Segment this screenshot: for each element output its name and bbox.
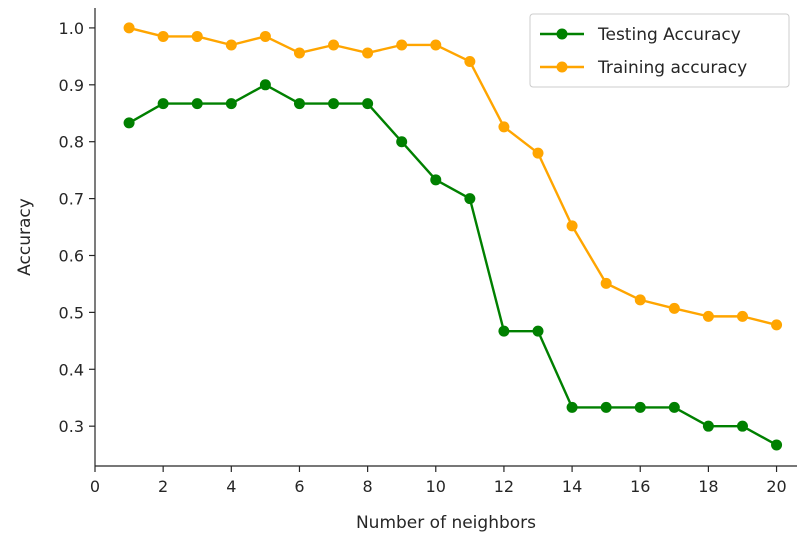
data-point (157, 98, 169, 110)
y-tick-label: 0.8 (59, 133, 84, 152)
data-point (702, 420, 714, 432)
data-point (396, 136, 408, 148)
legend-swatch-marker (556, 61, 568, 73)
series-line (128, 26, 777, 327)
series-line (128, 83, 778, 447)
plot-area (123, 22, 783, 451)
data-point (225, 98, 237, 110)
y-tick-label: 1.0 (59, 19, 84, 38)
x-tick-label: 10 (426, 477, 446, 496)
y-tick-label: 0.4 (59, 360, 84, 379)
x-tick-label: 8 (363, 477, 373, 496)
y-ticks: 0.3 0.4 0.5 0.6 0.7 0.8 0.9 1.0 (59, 19, 95, 436)
data-point (771, 319, 783, 331)
x-tick-label: 2 (158, 477, 168, 496)
data-point (702, 310, 714, 322)
y-tick-label: 0.7 (59, 190, 84, 209)
data-point (259, 30, 271, 42)
x-tick-label: 18 (698, 477, 718, 496)
data-point (157, 30, 169, 42)
series-training (123, 22, 783, 331)
x-tick-label: 0 (90, 477, 100, 496)
x-tick-label: 12 (494, 477, 514, 496)
y-tick-label: 0.3 (59, 417, 84, 436)
data-point (123, 22, 135, 34)
data-point (532, 147, 544, 159)
legend-label: Testing Accuracy (597, 25, 741, 45)
data-point (328, 98, 340, 110)
data-point (600, 401, 612, 413)
data-point (430, 174, 442, 186)
legend-label: Training accuracy (597, 58, 747, 78)
legend-swatch-marker (556, 28, 568, 40)
series-testing (123, 79, 783, 451)
data-point (771, 439, 783, 451)
x-tick-label: 16 (630, 477, 650, 496)
y-tick-label: 0.9 (59, 76, 84, 95)
x-axis-label: Number of neighbors (356, 513, 536, 533)
y-axis-label: Accuracy (15, 198, 35, 276)
data-point (566, 401, 578, 413)
x-tick-label: 14 (562, 477, 582, 496)
x-tick-label: 6 (294, 477, 304, 496)
data-point (430, 39, 442, 51)
data-point (225, 39, 237, 51)
y-tick-label: 0.6 (59, 246, 84, 265)
y-tick-label: 0.5 (59, 303, 84, 322)
data-point (362, 47, 374, 59)
x-tick-label: 20 (766, 477, 786, 496)
data-point (634, 401, 646, 413)
data-point (736, 310, 748, 322)
data-point (362, 98, 374, 110)
data-point (464, 193, 476, 205)
data-point (191, 98, 203, 110)
x-tick-label: 4 (226, 477, 236, 496)
data-point (668, 302, 680, 314)
x-ticks: 0 2 4 6 8 10 12 14 16 18 20 (90, 466, 787, 496)
data-point (498, 121, 510, 133)
data-point (566, 220, 578, 232)
data-point (191, 30, 203, 42)
data-point (668, 401, 680, 413)
data-point (293, 98, 305, 110)
data-point (259, 79, 271, 91)
data-point (396, 39, 408, 51)
data-point (464, 55, 476, 67)
data-point (532, 325, 544, 337)
data-point (328, 39, 340, 51)
legend-box (529, 13, 790, 88)
data-point (634, 294, 646, 306)
data-point (293, 47, 305, 59)
data-point (600, 277, 612, 289)
data-point (123, 117, 135, 129)
legend: Testing Accuracy Training accuracy (529, 13, 790, 88)
data-point (498, 325, 510, 337)
data-point (736, 420, 748, 432)
